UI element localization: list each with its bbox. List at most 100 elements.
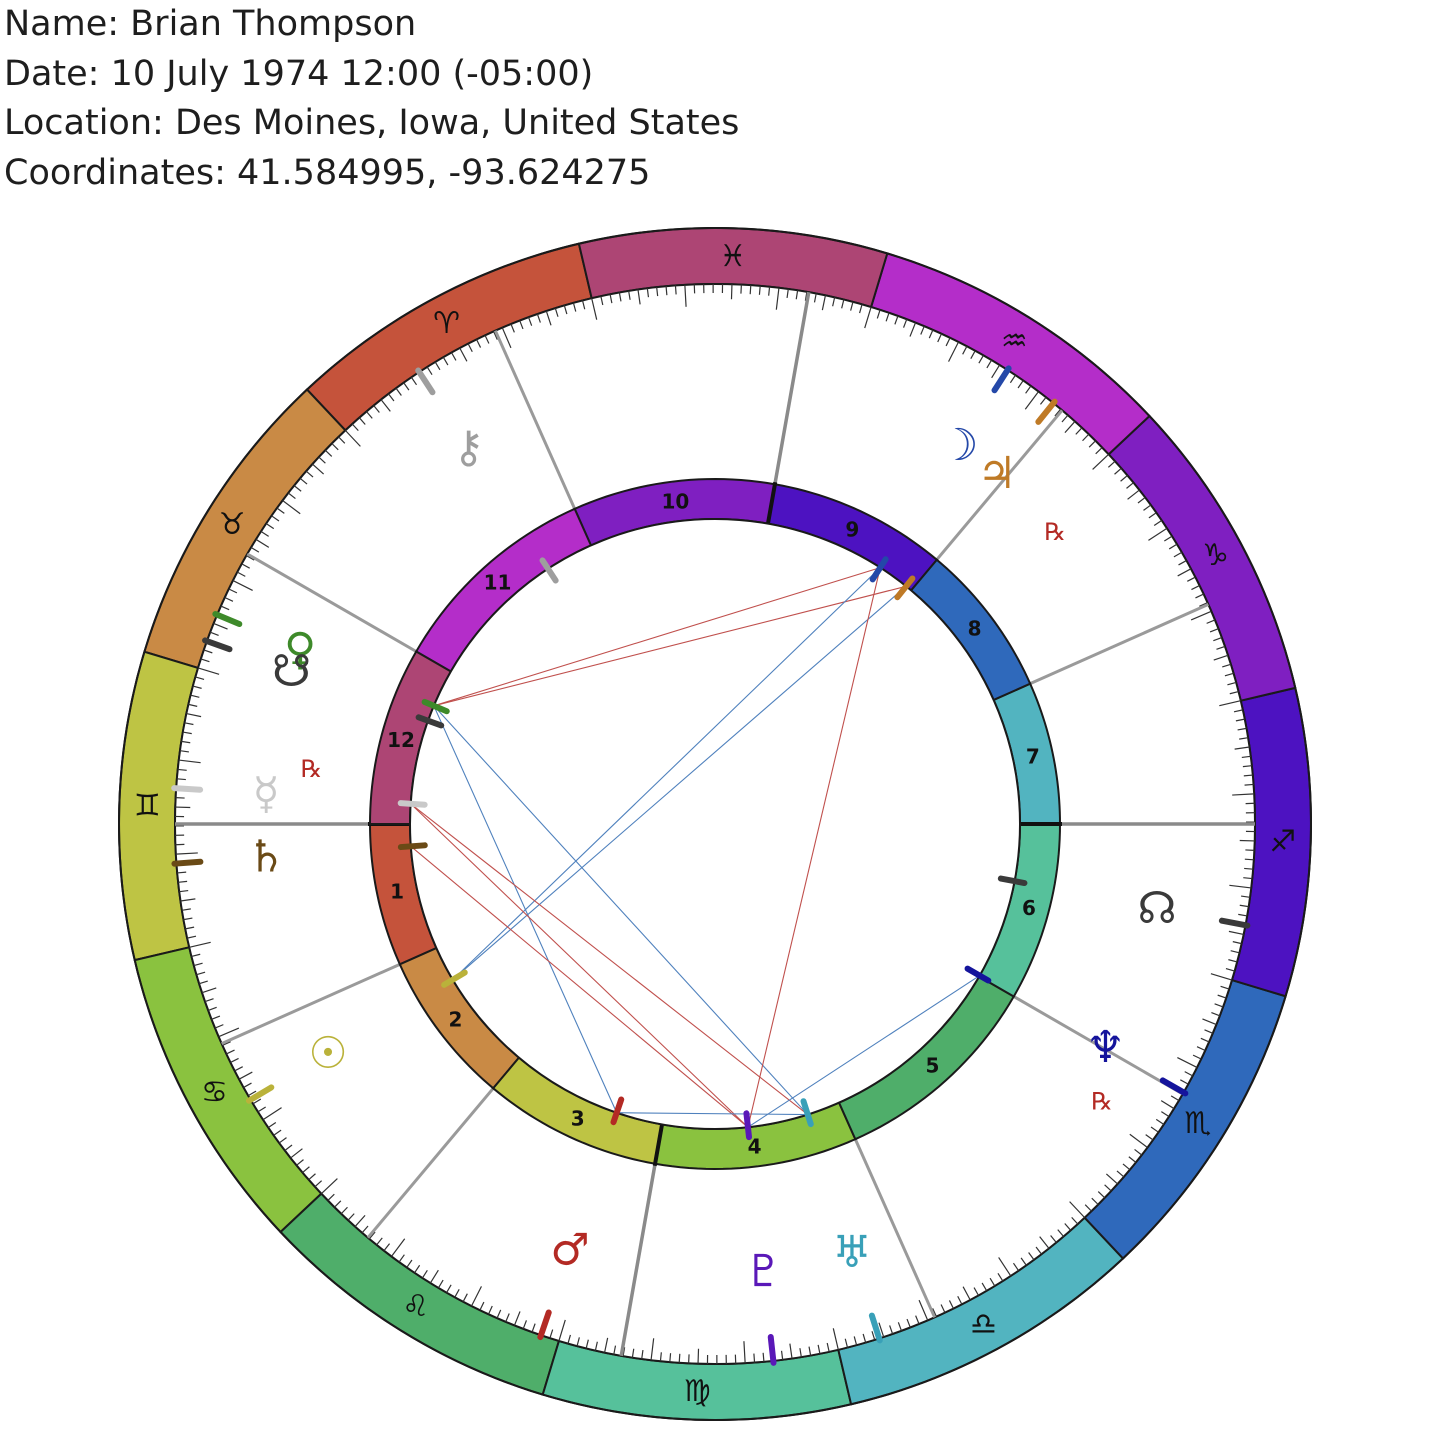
outer-circle bbox=[118, 227, 1312, 1421]
neptune-icon: ♆ bbox=[1086, 1022, 1125, 1073]
aspect-mercury-uranus bbox=[410, 803, 809, 1115]
pisces-icon: ♓ bbox=[719, 239, 746, 274]
degree-ticks bbox=[174, 283, 1256, 1365]
venus-zodiac-marker bbox=[212, 610, 243, 628]
sun-zodiac-marker bbox=[245, 1084, 275, 1104]
house-number-2: 2 bbox=[448, 1008, 462, 1032]
cancer-icon: ♋ bbox=[201, 1075, 228, 1110]
moon-zodiac-marker bbox=[991, 365, 1012, 394]
mercury-zodiac-marker bbox=[171, 785, 204, 793]
house-cusp-line-2 bbox=[221, 962, 401, 1046]
house-number-1: 1 bbox=[390, 880, 404, 904]
south-node-zodiac-marker bbox=[202, 637, 233, 653]
venus-icon: ♀ bbox=[284, 624, 316, 675]
name-label: Name: Brian Thompson bbox=[4, 4, 417, 44]
pluto-zodiac-marker bbox=[767, 1333, 777, 1366]
neptune-house-marker bbox=[964, 965, 992, 984]
neptune-retrograde-label: ℞ bbox=[1091, 1087, 1113, 1115]
south-node-icon: ☋ bbox=[272, 646, 311, 697]
house-cusp-line-9 bbox=[935, 409, 1064, 561]
gemini-icon: ♊ bbox=[134, 789, 161, 824]
house-cusp-line-8 bbox=[1029, 602, 1209, 686]
aspect-pluto-moon bbox=[747, 567, 881, 1128]
moon-icon: ☽ bbox=[939, 420, 978, 471]
capricorn-icon: ♑ bbox=[1202, 538, 1229, 573]
saturn-zodiac-marker bbox=[171, 858, 204, 867]
saturn-house-marker bbox=[397, 842, 428, 851]
house-cusp-line-4 bbox=[619, 1163, 657, 1357]
aspect-venus-mars bbox=[433, 705, 618, 1113]
house-cusp-line-11 bbox=[493, 330, 577, 510]
house-cusp-line-12 bbox=[246, 552, 417, 653]
location-label: Location: Des Moines, Iowa, United State… bbox=[4, 103, 740, 143]
inner-circle bbox=[409, 518, 1021, 1130]
aspect-venus-uranus bbox=[433, 705, 809, 1115]
jupiter-house-marker bbox=[894, 575, 916, 601]
house-cusp-line-6 bbox=[1013, 995, 1184, 1096]
coordinates-label: Coordinates: 41.584995, -93.624275 bbox=[4, 152, 651, 193]
angle-cusp-4 bbox=[652, 1122, 665, 1167]
aspect-saturn-pluto bbox=[410, 845, 749, 1128]
sun-icon: ☉ bbox=[308, 1028, 347, 1079]
chiron-icon: ⚷ bbox=[452, 422, 484, 473]
aspect-mercury-pluto bbox=[410, 803, 749, 1128]
south-node-house-marker bbox=[415, 714, 445, 729]
pluto-icon: ♇ bbox=[744, 1246, 783, 1297]
uranus-icon: ♅ bbox=[832, 1227, 871, 1278]
house-cusp-line-10 bbox=[773, 291, 811, 485]
uranus-house-marker bbox=[800, 1098, 814, 1128]
aspect-mars-uranus bbox=[616, 1112, 808, 1116]
chiron-zodiac-marker bbox=[415, 367, 436, 396]
pluto-house-marker bbox=[743, 1110, 753, 1141]
house-number-8: 8 bbox=[968, 616, 982, 640]
jupiter-retrograde-label: ℞ bbox=[1044, 518, 1066, 546]
tick-marks bbox=[174, 283, 1256, 1365]
venus-house-marker bbox=[421, 698, 450, 715]
aspect-lines bbox=[410, 567, 980, 1128]
aries-icon: ♈ bbox=[433, 306, 460, 341]
scorpio-icon: ♏ bbox=[1184, 1106, 1211, 1141]
house-number-12: 12 bbox=[387, 728, 415, 752]
aspect-sun-jupiter bbox=[452, 585, 907, 981]
house-number-7: 7 bbox=[1026, 744, 1040, 768]
house-number-3: 3 bbox=[571, 1107, 585, 1131]
sun-house-marker bbox=[441, 969, 468, 988]
neptune-zodiac-marker bbox=[1159, 1077, 1189, 1097]
aspect-venus-jupiter bbox=[433, 585, 907, 707]
libra-icon: ♎ bbox=[970, 1307, 997, 1342]
jupiter-icon: ♃ bbox=[977, 448, 1016, 499]
mercury-icon: ☿ bbox=[252, 769, 279, 820]
mars-zodiac-marker bbox=[537, 1309, 552, 1341]
taurus-icon: ♉ bbox=[219, 507, 246, 542]
planet-markers: ☉ ☽ ☿ ℞ ♀ ♂ ♃ ℞ ♄ ♅ ♆ ℞ ♇ ⚷ ☊ ☋ bbox=[171, 365, 1251, 1366]
aspect-sun-moon bbox=[452, 567, 881, 981]
house-number-9: 9 bbox=[845, 517, 859, 541]
aspect-pluto-neptune bbox=[747, 975, 980, 1128]
chiron-house-marker bbox=[539, 557, 559, 584]
sagittarius-icon: ♐ bbox=[1269, 824, 1296, 859]
north-node-zodiac-marker bbox=[1218, 917, 1251, 929]
uranus-zodiac-marker bbox=[868, 1312, 883, 1344]
house-cusp-lines bbox=[175, 291, 1255, 1357]
house-number-6: 6 bbox=[1022, 896, 1036, 920]
house-number-4: 4 bbox=[748, 1135, 762, 1159]
aspect-venus-moon bbox=[433, 567, 881, 707]
saturn-icon: ♄ bbox=[246, 831, 285, 882]
mars-house-marker bbox=[610, 1096, 625, 1126]
date-label: Date: 10 July 1974 12:00 (-05:00) bbox=[4, 53, 594, 94]
mars-icon: ♂ bbox=[550, 1224, 589, 1275]
moon-house-marker bbox=[869, 556, 889, 583]
north-node-icon: ☊ bbox=[1137, 883, 1176, 934]
house-number-10: 10 bbox=[661, 489, 689, 513]
angle-cusp-10 bbox=[765, 481, 778, 526]
jupiter-zodiac-marker bbox=[1035, 398, 1058, 425]
virgo-icon: ♍ bbox=[684, 1374, 711, 1409]
mercury-retrograde-label: ℞ bbox=[301, 755, 323, 783]
chart-info: Name: Brian Thompson Date: 10 July 1974 … bbox=[4, 0, 904, 198]
house-cusp-line-5 bbox=[853, 1138, 937, 1318]
house-number-5: 5 bbox=[926, 1054, 940, 1078]
aquarius-icon: ♒ bbox=[1001, 324, 1028, 359]
leo-icon: ♌ bbox=[402, 1289, 429, 1324]
